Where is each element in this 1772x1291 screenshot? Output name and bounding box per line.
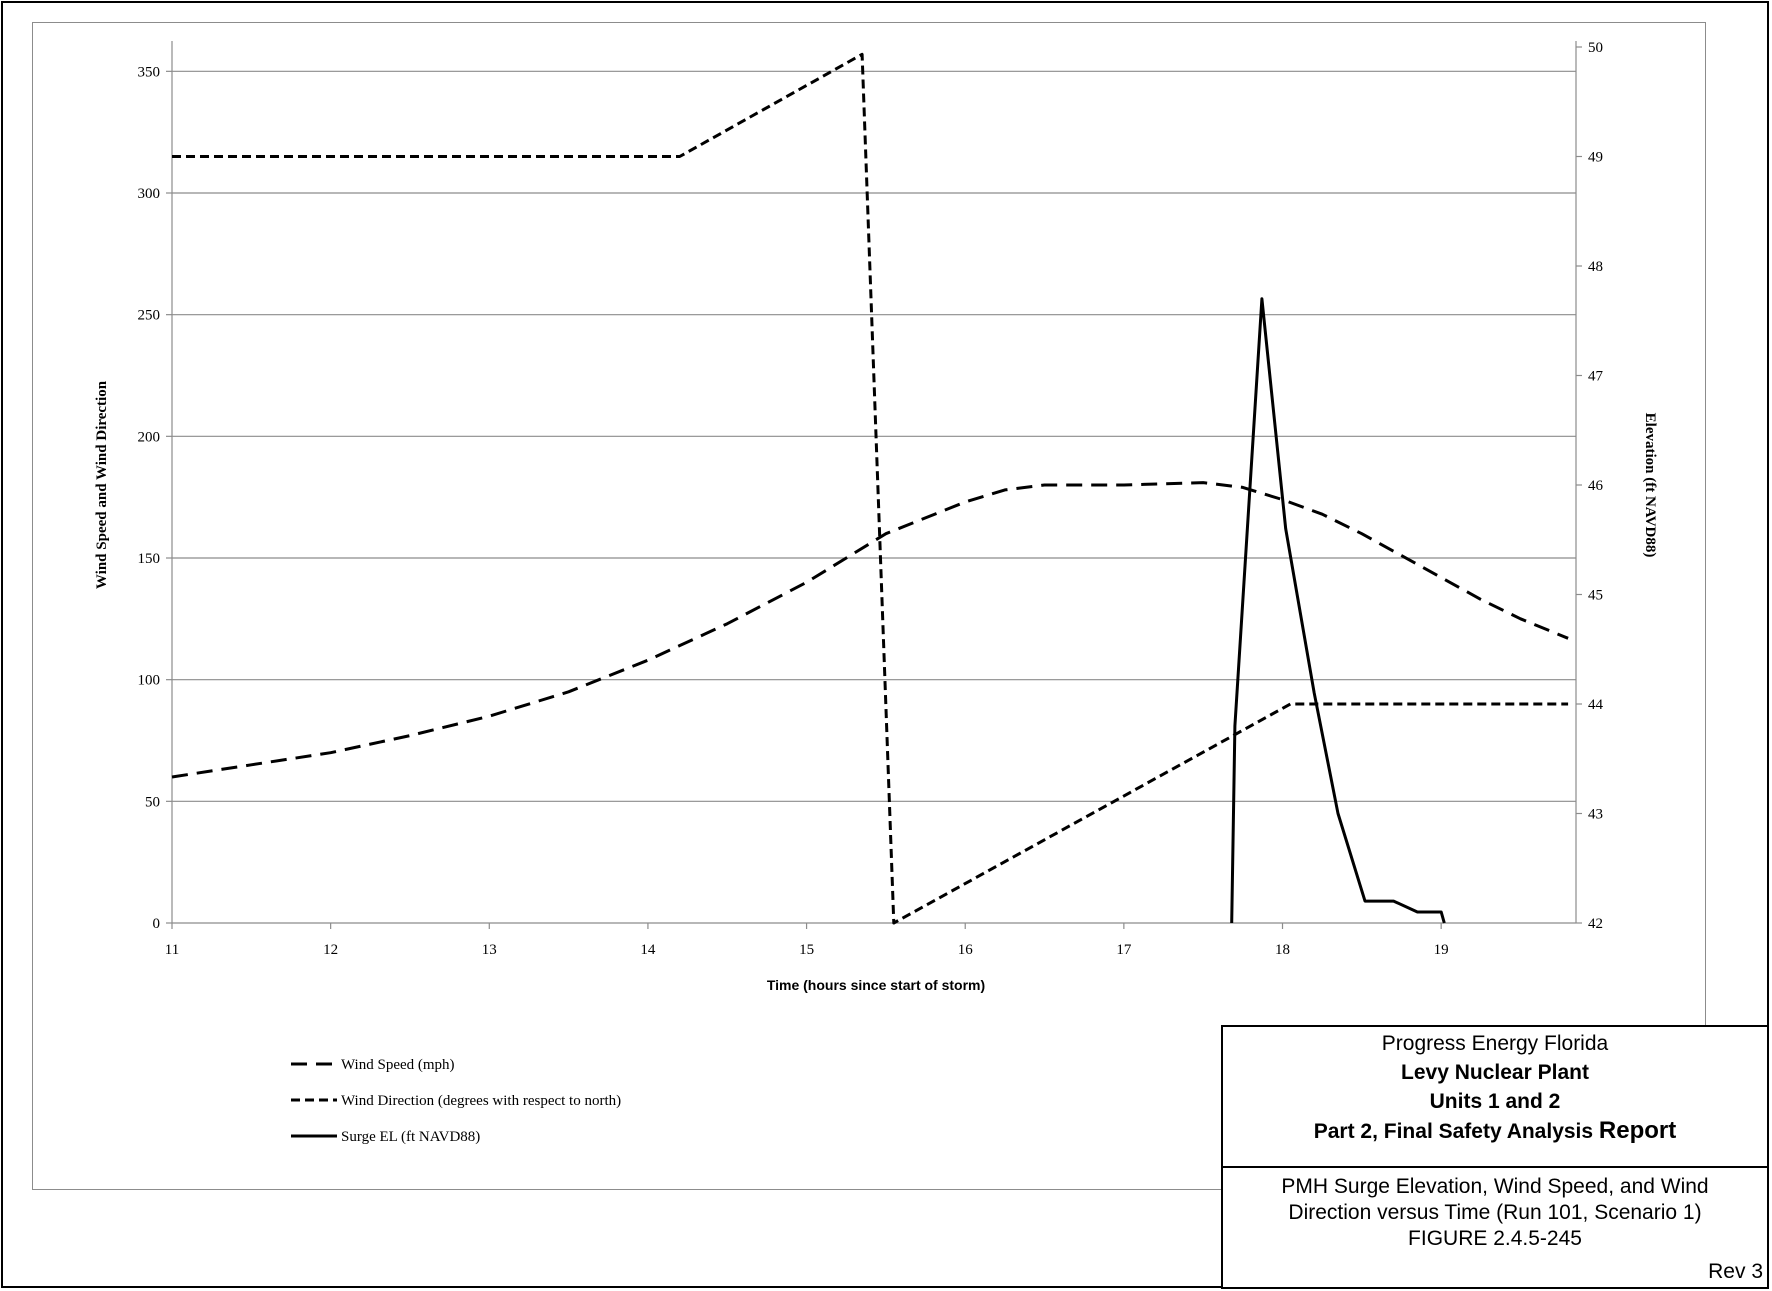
wind-direction-line	[172, 52, 1569, 925]
surge-elevation-line	[1230, 297, 1446, 924]
caption-line-1: PMH Surge Elevation, Wind Speed, and Win…	[1281, 1175, 1709, 1198]
y-tick-label: 50	[145, 794, 160, 810]
y-tick-label: 350	[138, 64, 161, 80]
title-block: Progress Energy Florida Levy Nuclear Pla…	[1221, 1025, 1769, 1289]
y2-axis-title: Elevation (ft NAVD88)	[1642, 413, 1658, 558]
x-tick-label: 16	[958, 942, 974, 958]
x-tick-label: 14	[640, 942, 656, 958]
y2-tick-label: 48	[1588, 259, 1603, 275]
x-tick-label: 13	[482, 942, 497, 958]
revision-label: Rev 3	[1708, 1260, 1763, 1283]
y-tick-label: 300	[138, 186, 161, 202]
y-tick-label: 150	[138, 551, 161, 567]
plant-name: Levy Nuclear Plant	[1401, 1061, 1589, 1084]
y2-tick-label: 43	[1588, 807, 1603, 823]
x-tick-label: 17	[1116, 942, 1132, 958]
x-tick-label: 15	[799, 942, 814, 958]
y2-tick-label: 49	[1588, 150, 1603, 166]
figure-caption: PMH Surge Elevation, Wind Speed, and Win…	[1223, 1168, 1767, 1289]
y2-tick-label: 47	[1588, 369, 1604, 385]
report-title-suffix: Report	[1598, 1117, 1677, 1144]
legend-label: Wind Speed (mph)	[341, 1057, 455, 1073]
figure-number: FIGURE 2.4.5-245	[1408, 1227, 1582, 1250]
report-title: Part 2, Final Safety Analysis Report	[1223, 1116, 1767, 1146]
y2-tick-label: 46	[1588, 478, 1604, 494]
y2-tick-label: 45	[1588, 588, 1603, 604]
x-tick-label: 12	[323, 942, 338, 958]
y-tick-label: 100	[138, 673, 161, 689]
y-tick-label: 200	[138, 429, 161, 445]
legend-label: Surge EL (ft NAVD88)	[341, 1129, 480, 1145]
y2-tick-label: 42	[1588, 916, 1603, 932]
wind-speed-line	[171, 481, 1569, 779]
units-label: Units 1 and 2	[1429, 1090, 1561, 1113]
x-tick-label: 11	[165, 942, 179, 958]
x-tick-label: 18	[1275, 942, 1290, 958]
legend-label: Wind Direction (degrees with respect to …	[341, 1093, 621, 1109]
y2-tick-label: 50	[1588, 40, 1603, 56]
report-title-prefix: Part 2, Final Safety Analysis	[1313, 1120, 1599, 1143]
x-tick-label: 19	[1434, 942, 1449, 958]
title-block-header: Progress Energy Florida Levy Nuclear Pla…	[1223, 1027, 1767, 1168]
y-tick-label: 0	[153, 916, 161, 932]
caption-line-2: Direction versus Time (Run 101, Scenario…	[1288, 1201, 1702, 1224]
chart-svg: 0 50 100 150 200 250 300 350 42 43 44 45 46 47 48 49 50 1…	[94, 40, 1658, 1145]
y-axis-title: Wind Speed and Wind Direction	[94, 380, 110, 589]
y-tick-label: 250	[138, 308, 161, 324]
x-axis-title: Time (hours since start of storm)	[767, 977, 985, 993]
chart-area: 0 50 100 150 200 250 300 350 42 43 44 45 46 47 48 49 50 1…	[32, 22, 1706, 1190]
company-name: Progress Energy Florida	[1381, 1032, 1609, 1055]
y2-tick-label: 44	[1588, 697, 1604, 713]
